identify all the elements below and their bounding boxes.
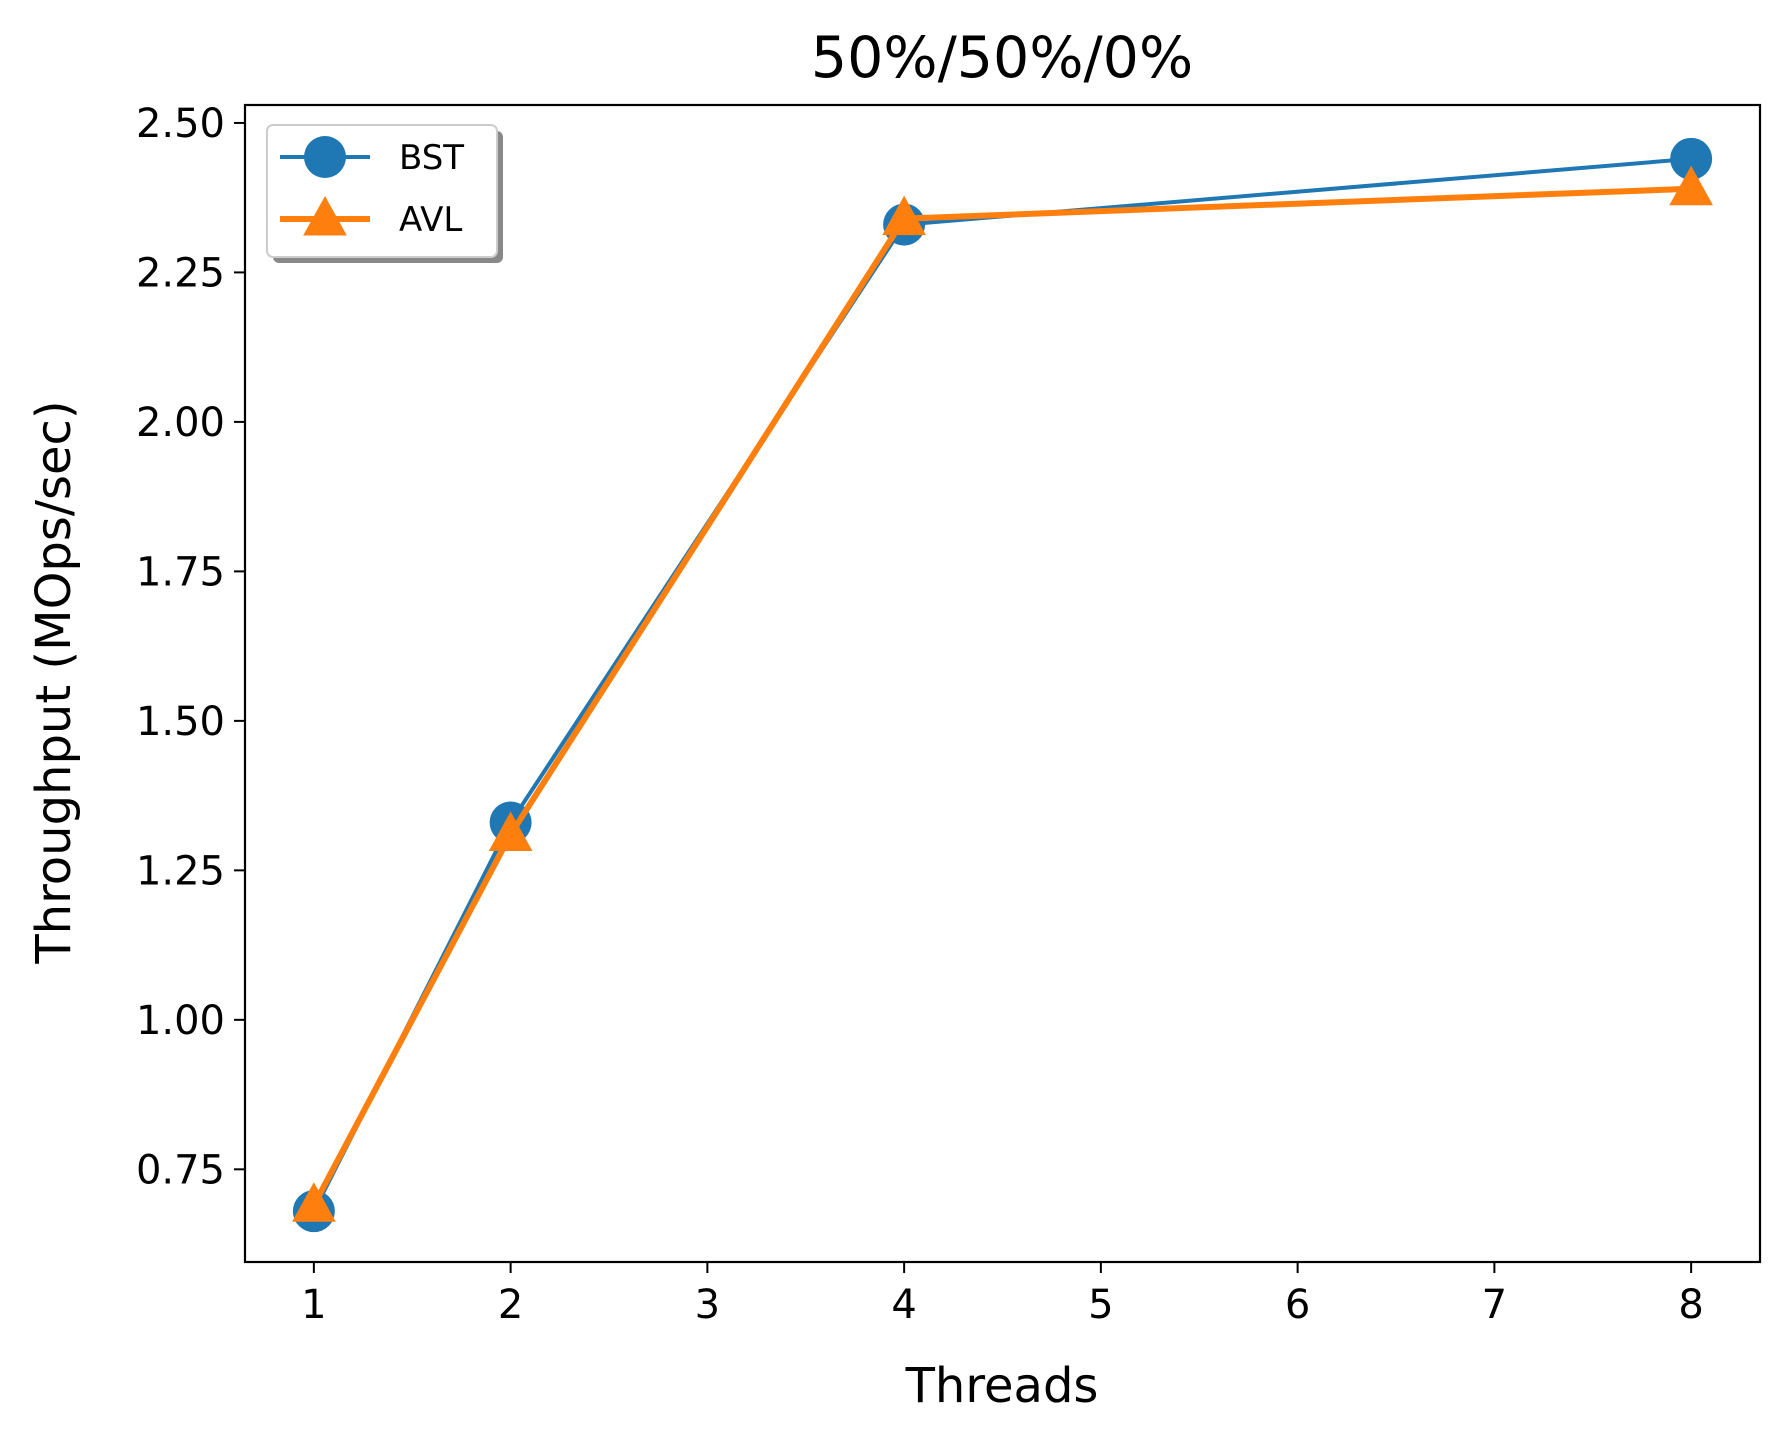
legend-label-bst: BST bbox=[399, 138, 464, 178]
y-tick-label: 2.00 bbox=[136, 400, 225, 446]
plot-frame bbox=[243, 103, 1762, 1264]
legend-marker-bst bbox=[304, 136, 346, 178]
series-line-avl bbox=[311, 185, 1692, 1207]
x-axis-ticks: 1 2 3 4 5 6 7 8 bbox=[301, 1262, 1704, 1328]
y-tick-label: 1.25 bbox=[136, 848, 225, 894]
data-point-avl bbox=[488, 811, 533, 852]
data-point-avl bbox=[882, 195, 926, 236]
x-tick-label: 7 bbox=[1482, 1282, 1507, 1328]
series-avl bbox=[292, 165, 1713, 1222]
x-tick-label: 4 bbox=[891, 1282, 916, 1328]
x-tick-label: 6 bbox=[1285, 1282, 1310, 1328]
x-tick-label: 3 bbox=[695, 1282, 720, 1328]
x-axis-title: Threads bbox=[905, 1358, 1099, 1414]
y-tick-label: 1.00 bbox=[136, 998, 225, 1044]
y-axis-ticks: 0.75 1.00 1.25 1.50 1.75 2.00 2.25 2.50 bbox=[136, 101, 245, 1193]
plot-area bbox=[243, 103, 1762, 1264]
series-lines bbox=[292, 137, 1713, 1233]
y-tick-label: 0.75 bbox=[136, 1147, 225, 1193]
data-point-avl bbox=[292, 1182, 336, 1222]
y-axis-title: Throughput (MOps/sec) bbox=[26, 400, 82, 964]
x-tick-label: 2 bbox=[498, 1282, 523, 1328]
x-tick-label: 8 bbox=[1678, 1282, 1703, 1328]
y-tick-label: 2.25 bbox=[136, 250, 225, 296]
legend-label-avl: AVL bbox=[399, 200, 462, 240]
x-tick-label: 5 bbox=[1088, 1282, 1113, 1328]
data-point-avl bbox=[1669, 165, 1713, 206]
data-point-bst bbox=[1670, 137, 1713, 180]
chart-title: 50%/50%/0% bbox=[811, 25, 1193, 91]
legend-marker-avl bbox=[303, 196, 347, 236]
y-tick-label: 1.50 bbox=[136, 699, 225, 745]
legend: BST AVL bbox=[266, 124, 503, 263]
x-tick-label: 1 bbox=[301, 1282, 326, 1328]
y-tick-label: 2.50 bbox=[136, 101, 225, 147]
y-tick-label: 1.75 bbox=[136, 549, 225, 595]
